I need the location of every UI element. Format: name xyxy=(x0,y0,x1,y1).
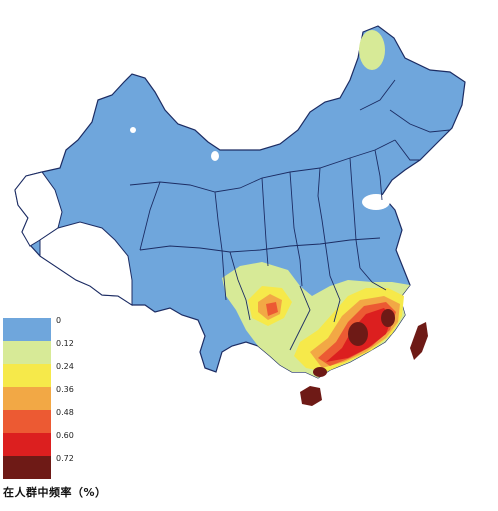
legend-swatch-6 xyxy=(3,456,51,479)
hainan-island xyxy=(300,386,322,406)
lake-3 xyxy=(362,194,390,210)
legend-title: 在人群中频率（%） xyxy=(3,486,107,499)
no-data-region-west xyxy=(39,221,133,306)
legend-swatch-3 xyxy=(3,387,51,410)
legend-swatch-2 xyxy=(3,364,51,387)
legend-label-6: 0.72 xyxy=(56,454,74,463)
taiwan-island xyxy=(410,322,428,360)
province-boundaries xyxy=(129,79,451,351)
legend-label-4: 0.48 xyxy=(56,408,74,417)
zone-072-south xyxy=(313,367,327,377)
lake-1 xyxy=(130,127,136,133)
lake-2 xyxy=(211,151,219,161)
no-data-region-northwest xyxy=(14,171,63,247)
legend-swatch-1 xyxy=(3,341,51,364)
legend-label-5: 0.60 xyxy=(56,431,74,440)
zone-072-core xyxy=(348,322,368,346)
legend-label-2: 0.24 xyxy=(56,362,74,371)
legend-label-0: 0 xyxy=(56,316,62,325)
zone-072-east xyxy=(381,309,395,327)
legend-swatches xyxy=(3,318,51,479)
legend-label-1: 0.12 xyxy=(56,339,74,348)
legend-swatch-0 xyxy=(3,318,51,341)
northeast-zone-012 xyxy=(359,30,385,70)
legend-swatch-5 xyxy=(3,433,51,456)
legend-swatch-4 xyxy=(3,410,51,433)
legend-label-3: 0.36 xyxy=(56,385,74,394)
